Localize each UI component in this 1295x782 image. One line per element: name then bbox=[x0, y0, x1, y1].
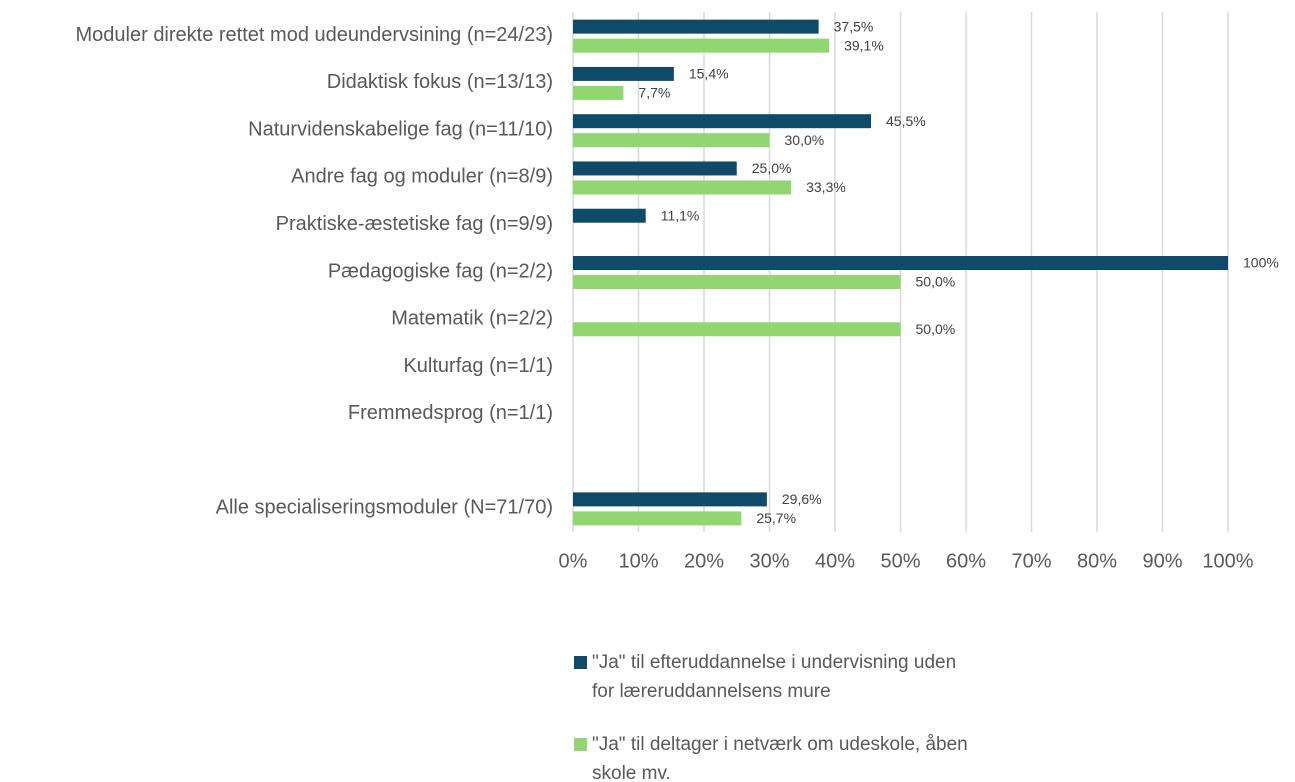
bar bbox=[573, 322, 901, 337]
x-tick-label: 60% bbox=[946, 550, 986, 572]
bar bbox=[573, 38, 830, 53]
bar bbox=[573, 19, 819, 34]
bar bbox=[573, 492, 767, 507]
value-label: 15,4% bbox=[689, 66, 729, 82]
category-label: Matematik (n=2/2) bbox=[391, 308, 553, 330]
category-label: Didaktisk fokus (n=13/13) bbox=[327, 71, 553, 93]
x-tick-label: 70% bbox=[1011, 550, 1051, 572]
bar bbox=[573, 256, 1228, 270]
category-label: Fremmedsprog (n=1/1) bbox=[348, 402, 553, 424]
x-tick-label: 40% bbox=[815, 550, 855, 572]
x-tick-label: 50% bbox=[880, 550, 920, 572]
category-label: Kulturfag (n=1/1) bbox=[403, 355, 553, 377]
value-label: 100% bbox=[1243, 255, 1279, 271]
x-tick-label: 90% bbox=[1142, 550, 1182, 572]
bar bbox=[573, 180, 792, 195]
x-tick-label: 30% bbox=[749, 550, 789, 572]
category-label: Pædagogiske fag (n=2/2) bbox=[328, 260, 553, 282]
value-label: 50,0% bbox=[916, 321, 956, 337]
value-label: 39,1% bbox=[844, 37, 884, 53]
bar bbox=[573, 511, 742, 526]
value-label: 11,1% bbox=[661, 207, 700, 223]
value-label: 7,7% bbox=[638, 85, 670, 101]
value-label: 37,5% bbox=[834, 18, 874, 34]
category-label: Andre fag og moduler (n=8/9) bbox=[291, 166, 553, 188]
bar bbox=[573, 161, 737, 176]
value-label: 29,6% bbox=[782, 491, 822, 507]
bar bbox=[573, 275, 901, 289]
x-tick-label: 0% bbox=[559, 550, 588, 572]
category-label: Naturvidenskabelige fag (n=11/10) bbox=[248, 118, 553, 140]
legend-line: "Ja" til efteruddannelse i undervisning … bbox=[592, 652, 956, 673]
bar bbox=[573, 66, 674, 81]
legend-swatch bbox=[574, 656, 587, 669]
value-label: 25,0% bbox=[752, 160, 792, 176]
value-label: 33,3% bbox=[806, 179, 846, 195]
x-tick-label: 100% bbox=[1202, 550, 1253, 572]
bar bbox=[573, 85, 624, 100]
bar bbox=[573, 114, 872, 129]
legend-label: "Ja" til efteruddannelse i undervisning … bbox=[592, 652, 956, 702]
x-tick-label: 10% bbox=[618, 550, 658, 572]
legend-label: "Ja" til deltager i netværk om udeskole,… bbox=[592, 734, 968, 782]
value-label: 45,5% bbox=[886, 113, 926, 129]
value-label: 50,0% bbox=[916, 274, 956, 290]
legend-line: "Ja" til deltager i netværk om udeskole,… bbox=[592, 734, 968, 755]
legend-swatch bbox=[574, 738, 587, 751]
x-tick-label: 20% bbox=[684, 550, 724, 572]
x-tick-label: 80% bbox=[1077, 550, 1117, 572]
category-label: Moduler direkte rettet mod udeundervsini… bbox=[76, 24, 554, 46]
bar bbox=[573, 208, 646, 223]
legend-line: for læreruddannelsens mure bbox=[592, 681, 831, 702]
value-label: 25,7% bbox=[756, 510, 796, 526]
category-label: Alle specialiseringsmoduler (N=71/70) bbox=[216, 497, 553, 519]
legend-line: skole mv. bbox=[592, 763, 671, 782]
bar bbox=[573, 133, 770, 148]
value-label: 30,0% bbox=[785, 132, 825, 148]
category-label: Praktiske-æstetiske fag (n=9/9) bbox=[276, 213, 553, 235]
